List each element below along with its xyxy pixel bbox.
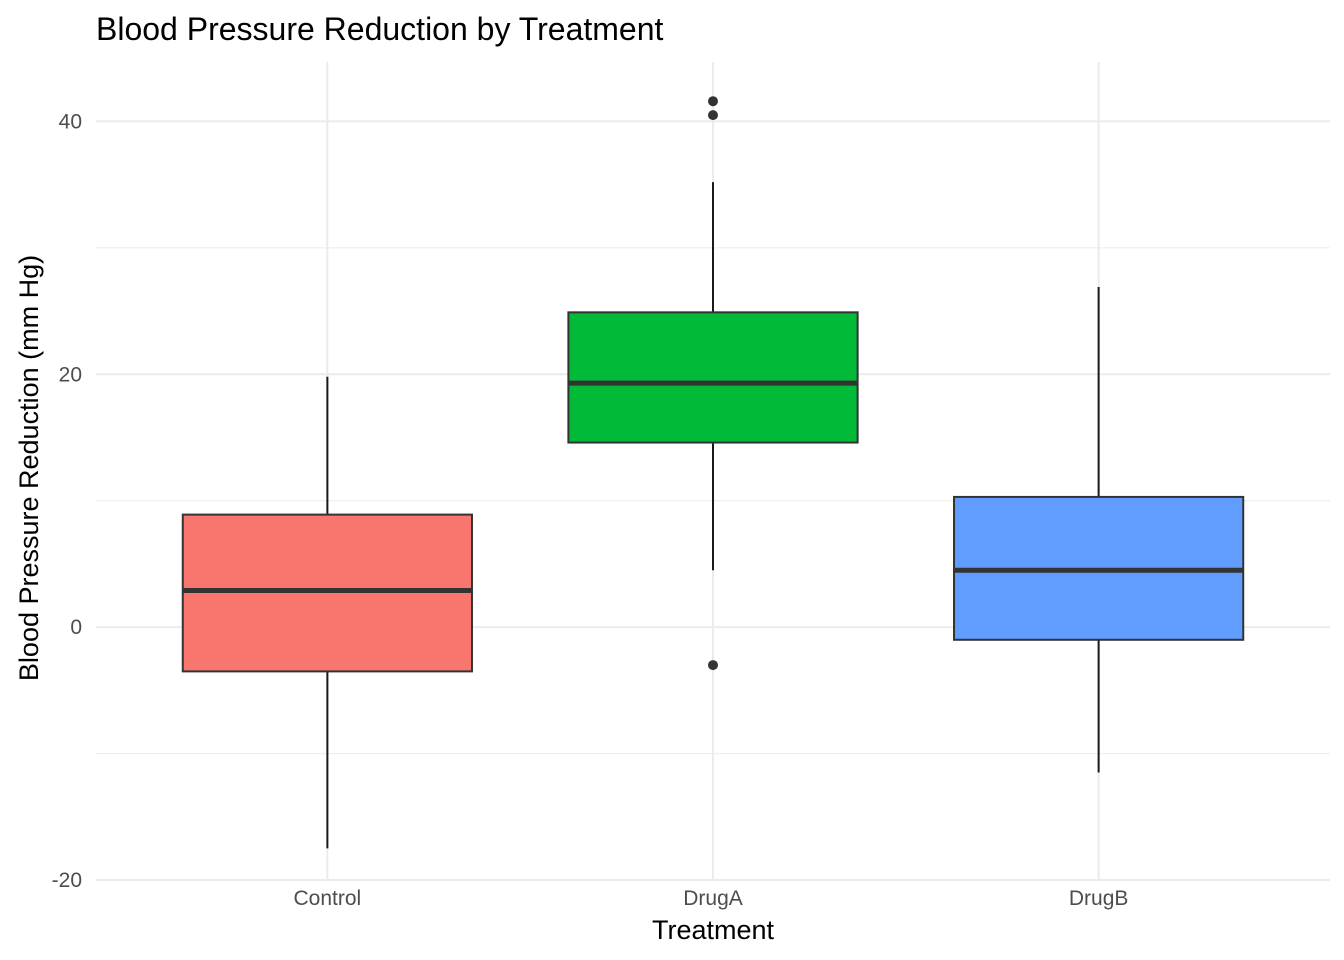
x-axis-title: Treatment xyxy=(652,915,775,945)
outlier-point xyxy=(708,660,718,671)
y-tick-label: 0 xyxy=(70,616,82,639)
box-body xyxy=(181,513,473,673)
box-drugb xyxy=(953,287,1245,773)
box-series xyxy=(181,96,1245,849)
y-tick-label: 20 xyxy=(59,363,82,386)
y-tick-label: 40 xyxy=(59,110,82,133)
box-druga xyxy=(567,96,859,671)
axis-ticks: -20 0 20 40 Control DrugA DrugB xyxy=(52,110,1129,910)
x-tick-label: DrugB xyxy=(1069,887,1129,910)
y-axis-title: Blood Pressure Reduction (mm Hg) xyxy=(14,255,44,681)
outlier-point xyxy=(708,96,718,107)
outlier-point xyxy=(708,110,718,121)
x-tick-label: DrugA xyxy=(683,887,743,910)
chart-title: Blood Pressure Reduction by Treatment xyxy=(96,11,664,47)
box-control xyxy=(181,376,473,849)
y-tick-label: -20 xyxy=(52,869,82,892)
box-body xyxy=(567,311,859,444)
x-tick-label: Control xyxy=(294,887,362,910)
